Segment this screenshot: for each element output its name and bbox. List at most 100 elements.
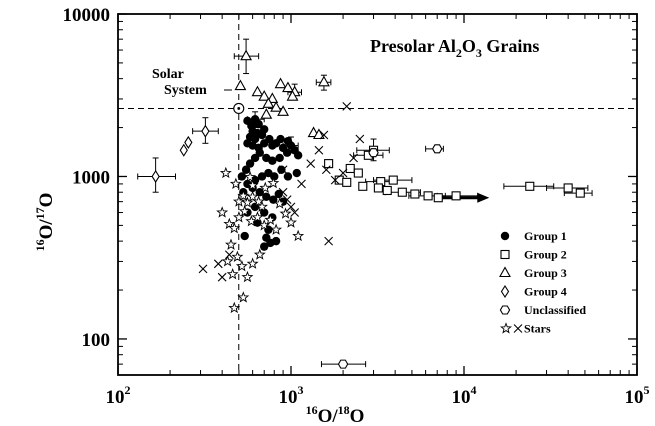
data-point xyxy=(278,165,288,175)
data-point xyxy=(225,238,237,250)
data-point xyxy=(226,268,239,280)
data-point xyxy=(292,168,301,178)
data-point xyxy=(355,134,365,144)
data-point xyxy=(241,270,254,283)
data-point xyxy=(216,206,229,218)
plot-frame xyxy=(117,13,638,376)
data-point xyxy=(274,77,287,89)
data-point xyxy=(278,187,288,197)
legend-cross-marker xyxy=(513,324,523,333)
data-point xyxy=(321,165,331,175)
data-point xyxy=(293,151,303,160)
data-point xyxy=(337,359,349,369)
arrow-head xyxy=(477,192,490,203)
data-point xyxy=(217,272,227,282)
data-point xyxy=(283,172,293,181)
data-point xyxy=(201,124,210,138)
data-point xyxy=(319,130,329,140)
data-point xyxy=(273,197,286,209)
series-group-4-open-diamond xyxy=(151,124,210,184)
data-point xyxy=(423,191,433,201)
data-point xyxy=(229,177,242,190)
data-point xyxy=(266,238,275,248)
series-stars-cross xyxy=(198,102,365,282)
series-group-2-open-square xyxy=(324,145,585,203)
legend-item: Group 1 xyxy=(500,229,567,243)
data-point xyxy=(312,128,325,140)
data-point xyxy=(345,163,355,174)
data-point xyxy=(270,223,283,235)
data-point xyxy=(198,264,208,274)
y-tick-label: 10000 xyxy=(63,5,111,26)
legend-label: Stars xyxy=(524,322,551,336)
data-point xyxy=(179,143,188,157)
data-point xyxy=(260,125,269,134)
data-point xyxy=(338,168,348,178)
data-point xyxy=(240,49,253,61)
data-point xyxy=(297,179,306,189)
y-axis-title: 16O/17O xyxy=(33,193,57,252)
data-point xyxy=(238,205,251,217)
series-unclassified-open-hexagon xyxy=(337,144,443,369)
data-point xyxy=(451,191,461,201)
data-point xyxy=(246,179,259,191)
data-points xyxy=(151,49,585,369)
data-point xyxy=(282,148,292,157)
legend-item: Unclassified xyxy=(499,303,586,317)
data-point xyxy=(334,175,344,185)
data-point xyxy=(251,85,264,97)
data-point xyxy=(237,291,250,303)
data-point xyxy=(275,153,284,163)
solar-label-line1: Solar xyxy=(152,67,184,82)
data-point xyxy=(276,134,285,144)
data-point xyxy=(342,177,352,187)
data-point xyxy=(368,148,379,158)
data-point xyxy=(151,169,160,184)
data-point xyxy=(373,183,383,193)
data-point xyxy=(245,159,255,168)
legend-item: Group 2 xyxy=(500,248,567,262)
data-point xyxy=(244,170,257,183)
legend-label: Unclassified xyxy=(524,303,586,317)
data-point xyxy=(213,259,223,269)
data-point xyxy=(253,248,266,260)
data-point xyxy=(246,257,259,269)
data-point xyxy=(285,216,297,228)
data-point xyxy=(267,176,280,189)
data-point xyxy=(324,159,334,169)
data-point xyxy=(270,172,279,181)
data-point xyxy=(256,200,269,212)
data-point xyxy=(240,231,249,241)
legend-marker xyxy=(500,249,510,260)
data-point xyxy=(260,208,269,217)
data-point xyxy=(221,255,234,267)
legend-marker xyxy=(499,305,511,315)
data-point xyxy=(281,81,294,93)
data-point xyxy=(257,172,267,181)
data-point xyxy=(330,175,340,185)
data-point xyxy=(433,193,443,203)
y-tick-label: 1000 xyxy=(72,167,110,188)
data-point xyxy=(252,195,265,207)
legend-item: Group 4 xyxy=(500,285,567,299)
data-point xyxy=(575,188,585,198)
data-point xyxy=(254,119,263,129)
legend-label: Group 3 xyxy=(524,266,567,280)
data-point xyxy=(388,175,398,185)
data-point xyxy=(306,159,316,169)
data-point xyxy=(262,97,275,108)
legend-marker xyxy=(500,231,510,241)
data-point xyxy=(264,213,277,226)
series-stars-star xyxy=(216,166,305,314)
data-point xyxy=(314,145,324,155)
data-point xyxy=(282,195,292,205)
data-point xyxy=(277,105,290,116)
data-point xyxy=(342,102,352,111)
data-point xyxy=(237,189,250,201)
data-point xyxy=(292,229,305,242)
data-point xyxy=(349,153,358,163)
legend-marker xyxy=(499,266,511,278)
x-tick-label: 104 xyxy=(452,383,477,408)
legend: Group 1 Group 2 Group 3 Group 4 Unclassified… xyxy=(499,229,586,336)
series-group-3-open-triangle xyxy=(234,49,330,140)
